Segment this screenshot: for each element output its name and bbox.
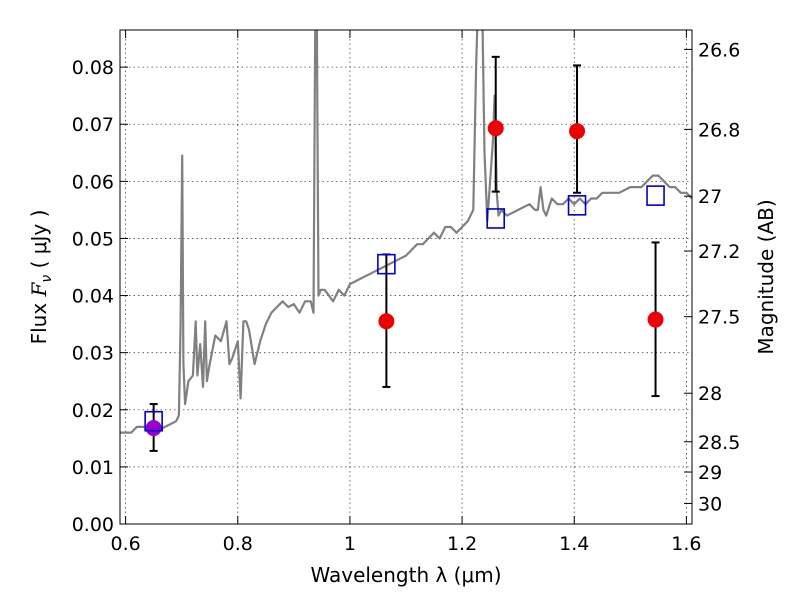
y-axis-label: Flux Fν ( μJy ): [27, 210, 55, 345]
observed-flux-point: [569, 123, 586, 140]
right-tick-label: 26.8: [698, 119, 740, 141]
right-tick-label: 30: [698, 493, 722, 515]
right-tick-label: 27: [698, 186, 722, 208]
right-axis-label: Magnitude (AB): [754, 199, 778, 354]
y-tick-label: 0.05: [72, 228, 114, 250]
y-tick-label: 0.00: [72, 514, 114, 536]
model-flux-square: [144, 410, 163, 432]
y-tick-label: 0.08: [72, 57, 114, 79]
tick-labels: 0.6 0.8 1 1.2 1.4 1.6 0.00 0.01 0.02 0.03 0.04 0.05…: [72, 39, 741, 555]
model-flux-square: [377, 253, 396, 275]
y-tick-label: 0.04: [72, 286, 114, 308]
model-flux-square: [486, 208, 506, 229]
grid: [120, 30, 692, 525]
y-tick-label: 0.07: [72, 114, 114, 136]
plot-frame: [119, 29, 693, 525]
x-tick-label: 0.8: [223, 533, 253, 555]
model-flux-square: [567, 195, 587, 216]
y-tick-label: 0.03: [72, 343, 114, 365]
right-tick-label: 28.5: [698, 432, 740, 454]
right-tick-label: 28: [698, 383, 722, 405]
error-bars: [149, 55, 660, 452]
model-spectrum: [120, 30, 692, 434]
y-axis-label-subscript: ν: [39, 275, 55, 283]
right-tick-label: 29: [698, 462, 722, 484]
observed-flux-point-detected: [145, 420, 162, 437]
x-tick-label: 1.4: [559, 533, 589, 555]
data-markers: [144, 120, 665, 437]
right-tick-label: 27.2: [698, 241, 740, 263]
y-axis-label-symbol: F: [27, 281, 51, 297]
right-tick-label: 27.5: [698, 307, 740, 329]
observed-flux-point: [647, 311, 664, 328]
y-axis-label-prefix: Flux: [27, 296, 51, 344]
y-tick-label: 0.01: [72, 457, 114, 479]
y-axis-label-suffix: ( μJy ): [27, 210, 51, 275]
y-tick-label: 0.06: [72, 171, 114, 193]
x-tick-label: 1.6: [671, 533, 701, 555]
x-axis-label: Wavelength λ (μm): [310, 563, 501, 587]
observed-flux-point: [378, 313, 395, 330]
model-flux-square: [646, 185, 665, 206]
x-tick-label: 0.6: [110, 533, 140, 555]
right-tick-label: 26.6: [698, 39, 740, 61]
ticks: [120, 30, 692, 525]
model-spectrum-line: [120, 30, 692, 434]
observed-flux-point: [487, 120, 504, 137]
x-tick-label: 1.2: [447, 533, 477, 555]
x-tick-label: 1: [344, 533, 356, 555]
y-tick-label: 0.02: [72, 400, 114, 422]
